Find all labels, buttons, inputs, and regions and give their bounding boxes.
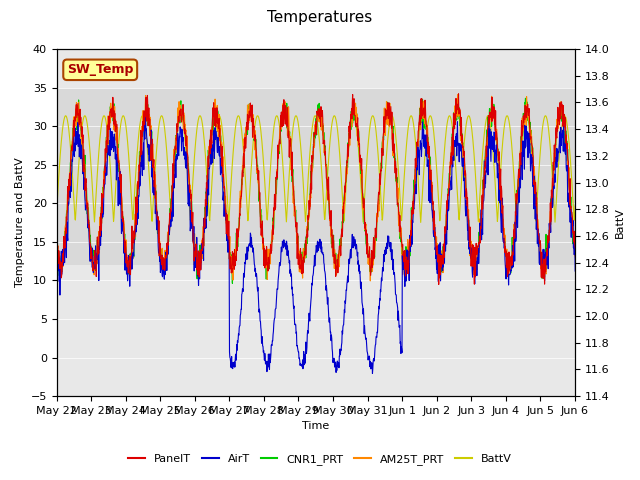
Text: SW_Temp: SW_Temp (67, 63, 133, 76)
Y-axis label: BattV: BattV (615, 207, 625, 238)
Bar (57, 87, 575, 265)
Y-axis label: Temperature and BattV: Temperature and BattV (15, 158, 25, 288)
Legend: PanelT, AirT, CNR1_PRT, AM25T_PRT, BattV: PanelT, AirT, CNR1_PRT, AM25T_PRT, BattV (124, 450, 516, 469)
X-axis label: Time: Time (302, 421, 330, 432)
Text: Temperatures: Temperatures (268, 10, 372, 24)
